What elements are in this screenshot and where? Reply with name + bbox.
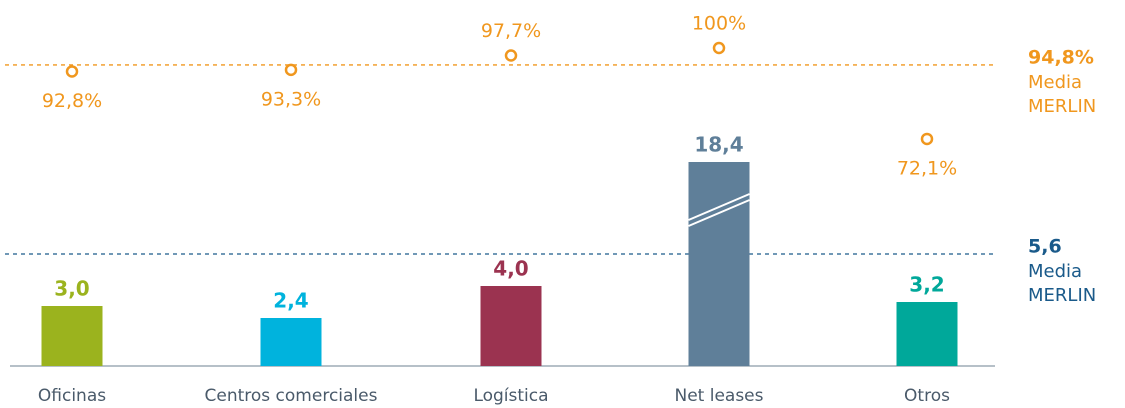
reference-text: Media — [1028, 72, 1082, 93]
reference-text: Media — [1028, 261, 1082, 282]
bar — [41, 306, 103, 366]
bar-break — [688, 193, 750, 227]
bar-value-label: 4,0 — [493, 257, 528, 281]
bar-value-label: 18,4 — [694, 133, 743, 157]
occupancy-label: 93,3% — [261, 88, 321, 110]
occupancy-label: 97,7% — [481, 20, 541, 42]
occupancy-point — [504, 49, 518, 62]
x-tick-label: Oficinas — [38, 386, 106, 406]
bar-value-label: 2,4 — [273, 289, 308, 313]
x-tick-label: Logística — [473, 386, 548, 406]
occupancy-point — [920, 132, 934, 146]
bar — [896, 302, 958, 366]
x-tick-label: Centros comerciales — [205, 386, 378, 406]
occupancy-label: 72,1% — [897, 157, 957, 179]
x-tick-label: Net leases — [674, 386, 763, 406]
bar — [480, 286, 542, 366]
bar-value-label: 3,2 — [909, 273, 944, 297]
x-tick-label: Otros — [904, 386, 950, 406]
reference-value: 94,8% — [1028, 46, 1094, 68]
bar-value-label: 3,0 — [54, 277, 89, 301]
occupancy-label: 92,8% — [42, 90, 102, 112]
reference-text: MERLIN — [1028, 96, 1096, 117]
reference-text: MERLIN — [1028, 285, 1096, 306]
reference-value: 5,6 — [1028, 236, 1062, 258]
occupancy-point — [65, 65, 79, 78]
occupancy-label: 100% — [692, 13, 746, 35]
bar — [260, 318, 322, 366]
occupancy-point — [712, 41, 726, 55]
bar — [688, 162, 750, 366]
occupancy-point — [284, 63, 298, 77]
